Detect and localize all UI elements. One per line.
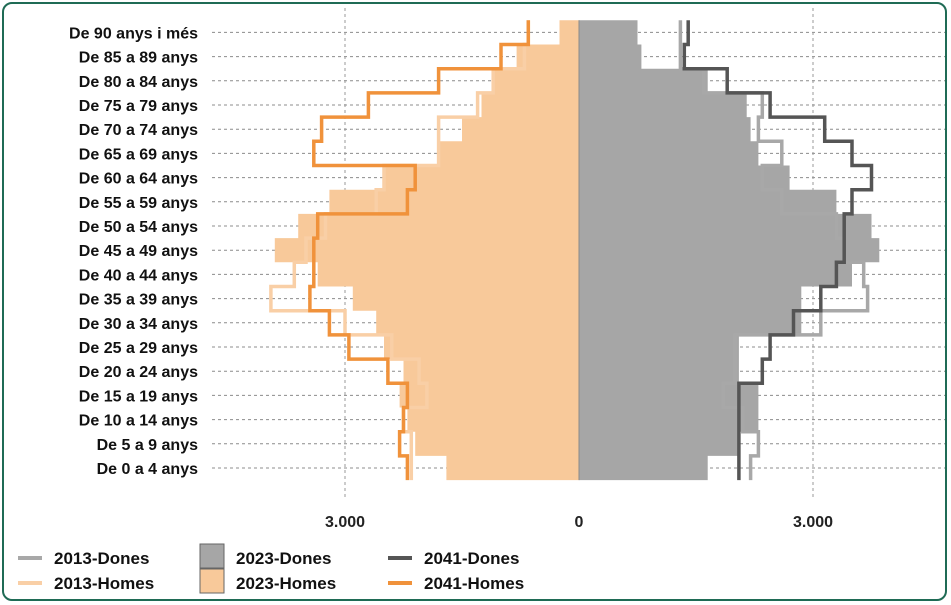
age-group-label: De 50 a 54 anys (79, 219, 198, 236)
age-group-label: De 60 a 64 anys (79, 171, 198, 188)
legend-item: 2023-Homes (199, 568, 336, 594)
step-2041-dones (682, 20, 874, 481)
x-tick-label: 3.000 (793, 514, 833, 531)
legend-item: 2013-Dones (18, 549, 149, 568)
legend-item: 2023-Dones (199, 543, 331, 569)
age-group-label: De 45 a 49 anys (79, 243, 198, 260)
step-series (269, 20, 874, 481)
step-2041-homes (308, 20, 531, 481)
legend-label: 2041-Homes (424, 574, 524, 593)
age-group-label: De 85 a 89 anys (79, 50, 198, 67)
legend-item: 2013-Homes (18, 574, 154, 593)
age-group-label: De 90 anys i més (69, 25, 198, 42)
area-2023-dones (579, 20, 880, 481)
age-group-label: De 30 a 34 anys (79, 316, 198, 333)
x-tick-label: 0 (575, 514, 584, 531)
age-group-label: De 0 a 4 anys (97, 461, 199, 478)
step-2013-homes (269, 20, 531, 481)
age-group-label: De 65 a 69 anys (79, 146, 198, 163)
area-series (274, 20, 880, 481)
age-group-label: De 40 a 44 anys (79, 267, 198, 284)
legend-label: 2023-Homes (236, 574, 336, 593)
legend-label: 2013-Dones (54, 549, 149, 568)
x-tick-label: 3.000 (325, 514, 365, 531)
legend-label: 2023-Dones (236, 549, 331, 568)
legend-label: 2041-Dones (424, 549, 519, 568)
age-group-labels: De 0 a 4 anys De 5 a 9 anys De 10 a 14 any… (69, 25, 198, 478)
age-group-label: De 55 a 59 anys (79, 195, 198, 212)
legend: 2013-Dones 2023-Dones 2041-Dones 2013-Homes… (18, 543, 524, 594)
legend-label: 2013-Homes (54, 574, 154, 593)
age-group-label: De 5 a 9 anys (97, 437, 199, 454)
age-group-label: De 75 a 79 anys (79, 98, 198, 115)
legend-item: 2041-Dones (388, 549, 519, 568)
age-group-label: De 10 a 14 anys (79, 413, 198, 430)
age-group-label: De 15 a 19 anys (79, 388, 198, 405)
age-group-label: De 20 a 24 anys (79, 364, 198, 381)
legend-item: 2041-Homes (388, 574, 524, 593)
age-group-label: De 70 a 74 anys (79, 122, 198, 139)
legend-swatch (199, 568, 225, 594)
area-2023-homes (274, 20, 579, 481)
legend-swatch (199, 543, 225, 569)
age-group-label: De 25 a 29 anys (79, 340, 198, 357)
x-tick-labels: 3.000 0 3.000 (325, 514, 833, 531)
age-group-label: De 80 a 84 anys (79, 74, 198, 91)
age-group-label: De 35 a 39 anys (79, 292, 198, 309)
